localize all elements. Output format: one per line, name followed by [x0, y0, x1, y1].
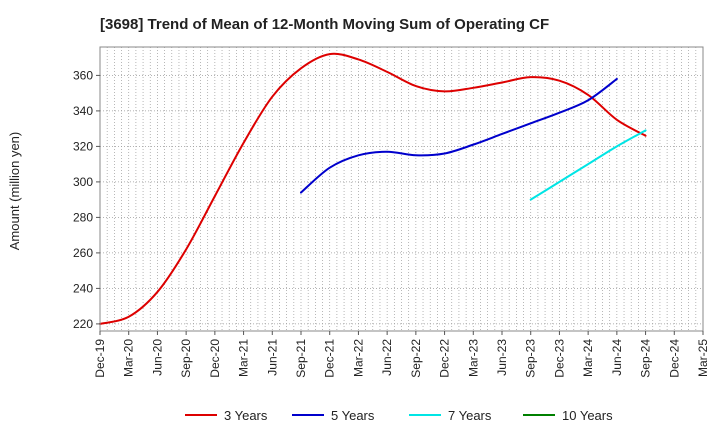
x-tick-label: Jun-20 — [150, 339, 164, 376]
x-tick-label: Dec-22 — [438, 339, 452, 378]
x-tick-label: Sep-24 — [639, 339, 653, 378]
legend: 3 Years 5 Years 7 Years 10 Years — [185, 408, 613, 423]
plot-frame — [99, 46, 704, 332]
x-tick-label: Jun-21 — [265, 339, 279, 376]
x-tick-label: Dec-20 — [208, 339, 222, 378]
x-tick-label: Dec-24 — [667, 339, 681, 378]
y-tick-label: 360 — [73, 68, 93, 82]
series-lines — [99, 52, 647, 325]
chart-title: [3698] Trend of Mean of 12-Month Moving … — [100, 16, 549, 33]
y-axis-label: Amount (million yen) — [7, 132, 22, 251]
x-axis-ticks: Dec-19 Mar-20 Jun-20 Sep-20 Dec-20 Mar-21 Jun-… — [93, 331, 710, 378]
series-line-3-years — [99, 52, 647, 325]
x-tick-label: Mar-20 — [122, 339, 136, 377]
x-tick-label: Jun-23 — [495, 339, 509, 376]
x-tick-label: Sep-23 — [524, 339, 538, 378]
x-tick-label: Jun-24 — [610, 339, 624, 376]
x-tick-label: Dec-19 — [93, 339, 107, 378]
y-axis-ticks: 220 240 260 280 300 320 340 360 — [73, 68, 100, 331]
x-tick-label: Mar-24 — [581, 339, 595, 377]
x-tick-label: Mar-25 — [696, 339, 710, 377]
y-tick-label: 220 — [73, 317, 93, 331]
x-tick-label: Sep-22 — [409, 339, 423, 378]
y-tick-label: 300 — [73, 175, 93, 189]
legend-label-7-years: 7 Years — [448, 408, 492, 423]
legend-label-10-years: 10 Years — [562, 408, 613, 423]
x-tick-label: Mar-21 — [237, 339, 251, 377]
series-line-5-years — [300, 77, 618, 194]
x-tick-label: Sep-21 — [294, 339, 308, 378]
series-line-7-years — [529, 129, 647, 201]
y-tick-label: 320 — [73, 139, 93, 153]
x-tick-label: Mar-22 — [351, 339, 365, 377]
y-tick-label: 280 — [73, 210, 93, 224]
x-tick-label: Dec-23 — [552, 339, 566, 378]
x-tick-label: Sep-20 — [179, 339, 193, 378]
y-tick-label: 340 — [73, 104, 93, 118]
y-tick-label: 260 — [73, 246, 93, 260]
x-tick-label: Mar-23 — [466, 339, 480, 377]
y-tick-label: 240 — [73, 281, 93, 295]
legend-label-5-years: 5 Years — [331, 408, 375, 423]
x-tick-label: Dec-21 — [323, 339, 337, 378]
legend-label-3-years: 3 Years — [224, 408, 268, 423]
grid — [100, 47, 703, 331]
x-tick-label: Jun-22 — [380, 339, 394, 376]
